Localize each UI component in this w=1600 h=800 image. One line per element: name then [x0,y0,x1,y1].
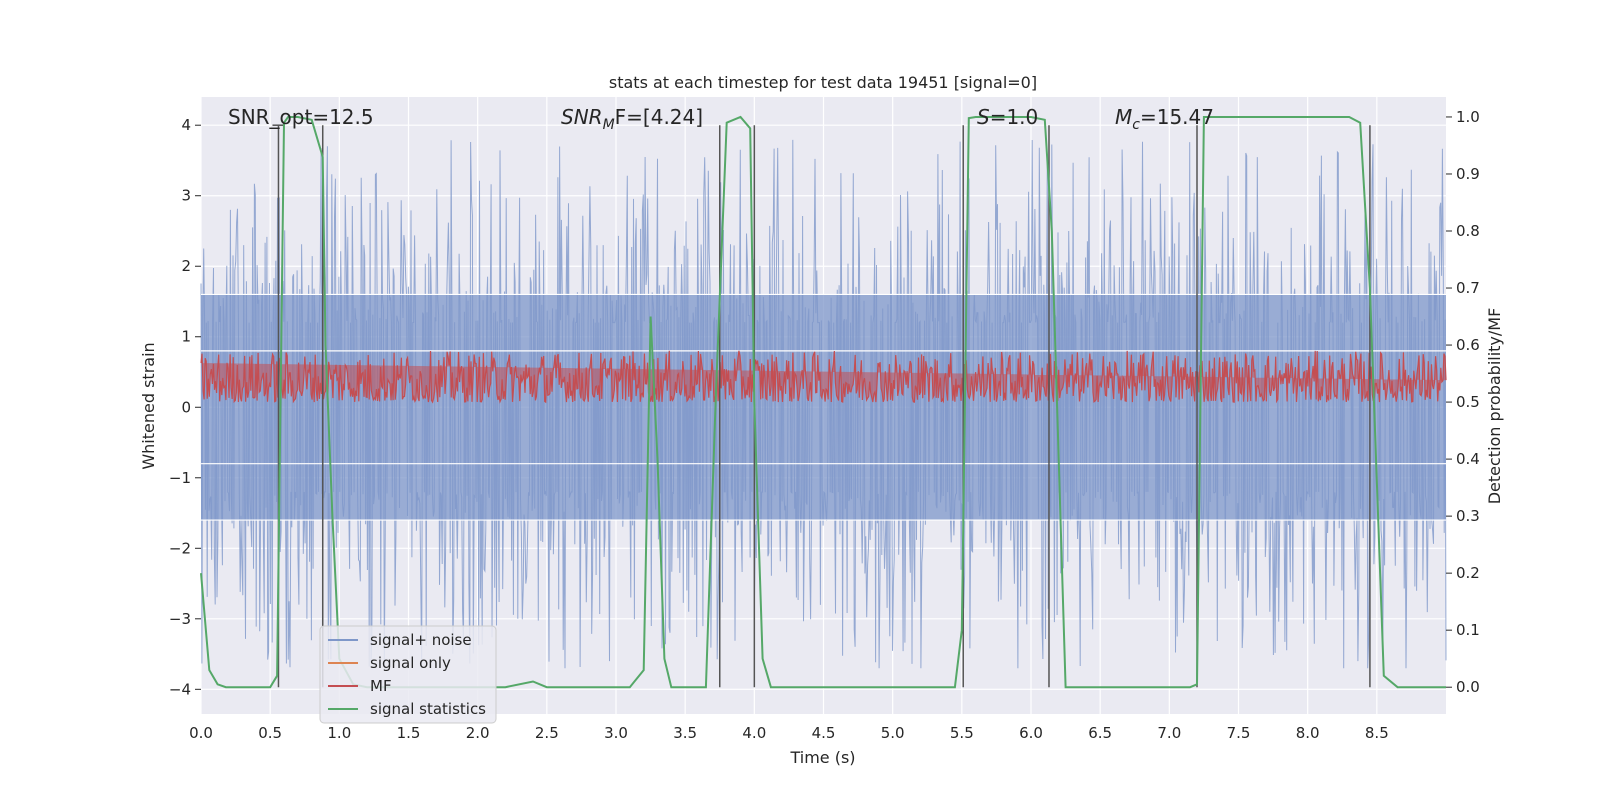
annotation-snr-mf: SNRMF=[4.24] [561,105,703,133]
y2-tick-label-9: 0.1 [1456,621,1480,639]
annotation-snr-mf-sub: M [603,117,615,133]
y2-tick-label-8: 0.2 [1456,564,1480,582]
annotation-mc: Mc=15.47 [1115,105,1214,133]
y-tick-label-8: −4 [169,680,191,698]
annotation-s-value: =1.0 [990,105,1039,129]
y2-tick-label-3: 0.7 [1456,279,1480,297]
y-tick-label-0: 4 [181,116,191,134]
x-axis-ticks: 0.0 0.5 1.0 1.5 2.0 2.5 3.0 3.5 4.0 4.5 5.0 5.5 6.0 6… [189,724,1389,742]
x-tick-label-8: 4.0 [742,724,766,742]
annotation-mc-value: =15.47 [1140,105,1214,129]
legend-box [319,625,497,724]
x-tick-label-16: 8.0 [1296,724,1320,742]
signal-noise-line [200,139,1447,669]
signal-statistics-series [200,115,1446,689]
x-tick-label-14: 7.0 [1157,724,1181,742]
y-tick-label-5: −1 [169,469,191,487]
annotation-snr-opt: SNR_opt=12.5 [228,105,374,129]
y-tick-label-2: 2 [181,257,191,275]
x-tick-label-15: 7.5 [1227,724,1251,742]
x-tick-label-17: 8.5 [1365,724,1389,742]
x-tick-label-11: 5.5 [950,724,974,742]
annotation-snr-mf-suffix: F=[4.24] [615,105,703,129]
y2-tick-label-4: 0.6 [1456,336,1480,354]
x-tick-label-7: 3.5 [673,724,697,742]
y-axis-ticks: 4 3 2 1 0 −1 −2 −3 −4 [169,116,201,698]
grid-bands [201,293,1446,521]
legend: signal+ noise signal only MF signal stat… [319,625,497,724]
mf-line [200,350,1447,404]
y-tick-label-4: 0 [181,398,191,416]
legend-label-signal-noise: signal+ noise [370,631,472,649]
x-tick-label-2: 1.0 [327,724,351,742]
y2-tick-label-0: 1.0 [1456,108,1480,126]
y-tick-label-1: 3 [181,187,191,205]
y-tick-label-6: −2 [169,539,191,557]
x-tick-label-9: 4.5 [812,724,836,742]
y2-tick-label-6: 0.4 [1456,450,1480,468]
x-tick-label-12: 6.0 [1019,724,1043,742]
x-axis-label: Time (s) [789,748,855,767]
mf-series [200,350,1447,404]
annotation-s: S=1.0 [977,105,1038,129]
y2-axis-label: Detection probability/MF [1485,308,1504,505]
x-tick-label-4: 2.0 [466,724,490,742]
annotation-s-italic: S [977,105,990,129]
x-tick-label-1: 0.5 [258,724,282,742]
legend-label-signal-statistics: signal statistics [370,700,486,718]
x-tick-label-5: 2.5 [535,724,559,742]
annotation-mc-sub: c [1132,117,1140,133]
y-tick-label-3: 1 [181,328,191,346]
y-axis-label: Whitened strain [139,342,158,469]
y2-axis-ticks: 1.0 0.9 0.8 0.7 0.6 0.5 0.4 0.3 0.2 0.1 0.0 [1446,108,1480,696]
x-tick-label-13: 6.5 [1088,724,1112,742]
legend-label-signal-only: signal only [370,654,451,672]
y2-tick-label-10: 0.0 [1456,678,1480,696]
signal-statistics-line [200,115,1446,689]
legend-label-mf: MF [370,677,392,695]
x-tick-label-6: 3.0 [604,724,628,742]
y-tick-label-7: −3 [169,610,191,628]
x-tick-label-3: 1.5 [397,724,421,742]
y2-tick-label-5: 0.5 [1456,393,1480,411]
x-tick-label-0: 0.0 [189,724,213,742]
annotation-mc-italic: M [1115,105,1132,129]
y2-tick-label-1: 0.9 [1456,165,1480,183]
y2-tick-label-2: 0.8 [1456,222,1480,240]
annotation-snr-mf-prefix: SNR [561,105,603,129]
chart-title: stats at each timestep for test data 194… [609,73,1037,92]
signal-noise-series [200,139,1447,669]
x-tick-label-10: 5.0 [881,724,905,742]
y2-tick-label-7: 0.3 [1456,507,1480,525]
